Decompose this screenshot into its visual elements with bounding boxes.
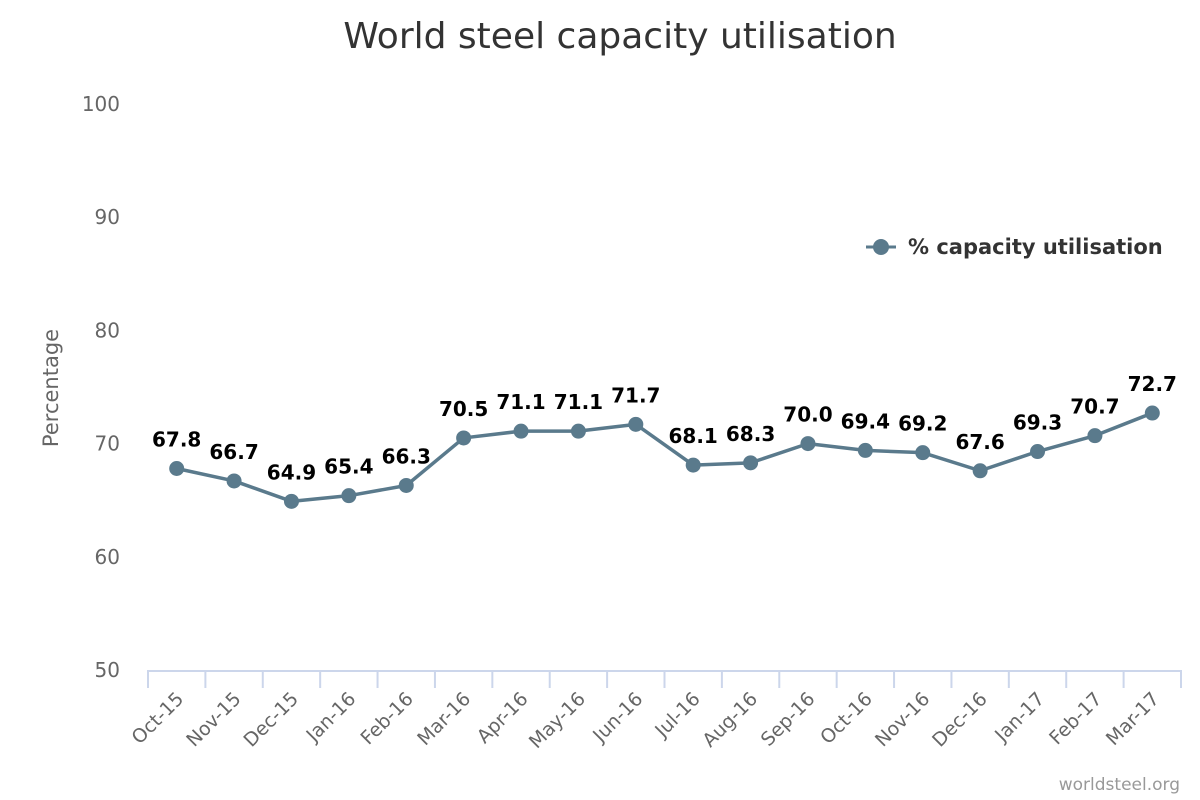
data-label: 68.1	[669, 424, 718, 448]
data-point[interactable]	[628, 416, 644, 432]
x-tick-label: Mar-16	[413, 688, 475, 750]
data-label: 71.1	[496, 390, 545, 414]
y-tick-label: 90	[95, 205, 120, 229]
data-label: 71.1	[554, 390, 603, 414]
data-point[interactable]	[570, 423, 586, 439]
y-axis-ticks: 50 60 70 80 90 100	[82, 92, 120, 682]
legend-label: % capacity utilisation	[908, 235, 1163, 259]
credit-text[interactable]: worldsteel.org	[1059, 775, 1180, 795]
data-point[interactable]	[169, 461, 185, 477]
x-tick-label: Oct-16	[816, 688, 877, 749]
x-tick-label: Sep-16	[757, 688, 820, 751]
data-label: 70.0	[783, 403, 832, 427]
data-label: 64.9	[267, 460, 316, 484]
series-line-group	[176, 411, 1153, 504]
series-line	[176, 411, 1153, 504]
series-points-group[interactable]	[169, 405, 1160, 509]
data-point[interactable]	[685, 457, 701, 473]
data-point[interactable]	[456, 430, 472, 446]
x-axis	[147, 670, 1182, 688]
data-point[interactable]	[1144, 405, 1160, 421]
legend-marker-icon	[873, 239, 889, 255]
legend[interactable]: % capacity utilisation	[866, 235, 1163, 259]
data-label: 69.2	[898, 412, 947, 436]
x-tick-label: Oct-15	[127, 688, 188, 749]
y-tick-label: 80	[95, 318, 120, 342]
y-axis-title: Percentage	[39, 329, 63, 447]
x-tick-label: Jan-16	[301, 688, 360, 747]
data-label: 65.4	[324, 455, 373, 479]
x-tick-label: Dec-16	[928, 688, 992, 752]
data-label: 70.7	[1070, 395, 1119, 419]
data-label: 68.3	[726, 422, 775, 446]
x-tick-label: Dec-15	[240, 688, 304, 752]
data-point[interactable]	[743, 455, 759, 471]
x-tick-label: Apr-16	[473, 688, 533, 748]
x-tick-label: Jun-16	[588, 688, 647, 747]
data-label: 67.6	[955, 430, 1004, 454]
data-point[interactable]	[398, 477, 414, 493]
data-point[interactable]	[341, 488, 357, 504]
y-tick-label: 100	[82, 92, 120, 116]
data-point[interactable]	[857, 442, 873, 458]
y-tick-label: 50	[95, 658, 120, 682]
data-point[interactable]	[513, 423, 529, 439]
data-label: 66.3	[382, 444, 431, 468]
data-label: 66.7	[209, 440, 258, 464]
data-labels-group: 67.8 66.7 64.9 65.4 66.3 70.5 71.1 71.1 71.7 68.1…	[152, 372, 1177, 484]
x-tick-label: Nov-16	[871, 688, 934, 751]
x-tick-label: Nov-15	[182, 688, 245, 751]
data-label: 67.8	[152, 428, 201, 452]
data-label: 69.4	[841, 409, 890, 433]
x-tick-label: Feb-16	[356, 688, 417, 749]
data-point[interactable]	[283, 493, 299, 509]
x-tick-label: Feb-17	[1045, 688, 1106, 749]
x-tick-label: Aug-16	[698, 688, 762, 752]
x-tick-label: Mar-17	[1102, 688, 1164, 750]
x-tick-label: May-16	[525, 688, 590, 753]
data-point[interactable]	[800, 436, 816, 452]
data-label: 69.3	[1013, 411, 1062, 435]
data-point[interactable]	[1030, 444, 1046, 460]
data-point[interactable]	[972, 463, 988, 479]
x-tick-label: Jul-16	[650, 688, 704, 742]
data-point[interactable]	[226, 473, 242, 489]
chart-title: World steel capacity utilisation	[343, 16, 896, 57]
data-point[interactable]	[915, 445, 931, 461]
data-point[interactable]	[1087, 428, 1103, 444]
y-tick-label: 70	[95, 432, 120, 456]
y-tick-label: 60	[95, 545, 120, 569]
x-tick-label: Jan-17	[990, 688, 1049, 747]
data-label: 72.7	[1128, 372, 1177, 396]
data-label: 71.7	[611, 383, 660, 407]
data-label: 70.5	[439, 397, 488, 421]
